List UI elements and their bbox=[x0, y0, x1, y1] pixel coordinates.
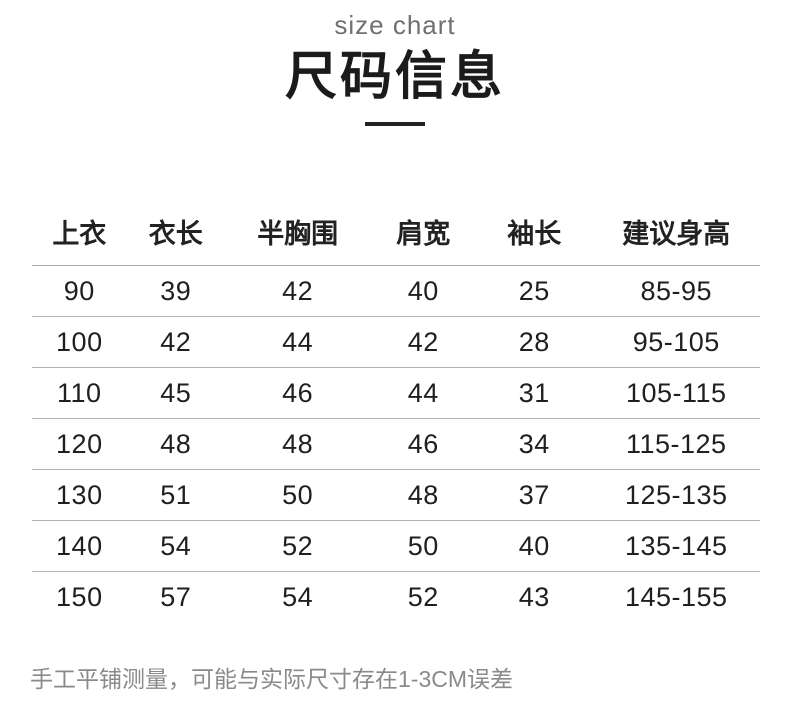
table-cell: 31 bbox=[476, 367, 593, 419]
size-table: 上衣 衣长 半胸围 肩宽 袖长 建议身高 90 39 42 40 25 85-95 100 42 44 42… bbox=[32, 198, 760, 622]
table-cell: 48 bbox=[126, 418, 225, 470]
table-row: 90 39 42 40 25 85-95 bbox=[32, 265, 760, 317]
table-row: 120 48 48 46 34 115-125 bbox=[32, 418, 760, 470]
table-cell: 54 bbox=[282, 581, 314, 612]
table-header-cell: 袖长 bbox=[476, 198, 593, 266]
table-cell: 57 bbox=[160, 581, 192, 612]
table-cell: 120 bbox=[32, 418, 127, 470]
table-cell: 34 bbox=[476, 418, 593, 470]
table-header-cell: 肩宽 bbox=[370, 198, 477, 266]
table-cell: 52 bbox=[224, 520, 371, 572]
table-cell: 44 bbox=[224, 316, 371, 368]
table-cell: 150 bbox=[56, 581, 103, 612]
table-cell: 125-135 bbox=[592, 469, 760, 521]
table-cell: 43 bbox=[518, 581, 550, 612]
table-cell: 46 bbox=[370, 418, 477, 470]
table-cell: 54 bbox=[126, 520, 225, 572]
table-cell: 42 bbox=[224, 265, 371, 317]
table-cell: 48 bbox=[224, 418, 371, 470]
table-cell: 90 bbox=[32, 265, 127, 317]
table-cell: 130 bbox=[32, 469, 127, 521]
table-cell: 48 bbox=[370, 469, 477, 521]
table-row: 150 57 54 52 43 145-155 bbox=[32, 572, 760, 623]
table-cell: 28 bbox=[476, 316, 593, 368]
page-header: size chart 尺码信息 bbox=[0, 0, 790, 126]
table-cell: 85-95 bbox=[592, 265, 760, 317]
table-cell: 40 bbox=[476, 520, 593, 572]
table-header-cell: 半胸围 bbox=[224, 198, 371, 266]
table-header-cell: 衣长 bbox=[126, 198, 225, 266]
table-cell: 25 bbox=[476, 265, 593, 317]
size-table-head: 上衣 衣长 半胸围 肩宽 袖长 建议身高 bbox=[32, 198, 760, 266]
table-cell: 51 bbox=[126, 469, 225, 521]
table-cell: 50 bbox=[370, 520, 477, 572]
table-cell: 145-155 bbox=[624, 581, 728, 612]
table-cell: 115-125 bbox=[592, 418, 760, 470]
page-title: 尺码信息 bbox=[284, 48, 505, 106]
table-row: 140 54 52 50 40 135-145 bbox=[32, 520, 760, 572]
table-row: 100 42 44 42 28 95-105 bbox=[32, 316, 760, 368]
table-header-cell: 建议身高 bbox=[592, 198, 760, 266]
table-cell: 110 bbox=[32, 367, 127, 419]
table-cell: 45 bbox=[126, 367, 225, 419]
size-table-body: 90 39 42 40 25 85-95 100 42 44 42 28 95-105 110 45 46 4… bbox=[32, 265, 760, 623]
table-header-row: 上衣 衣长 半胸围 肩宽 袖长 建议身高 bbox=[32, 198, 760, 266]
measurement-note: 手工平铺测量，可能与实际尺寸存在1-3CM误差 bbox=[30, 666, 514, 692]
table-cell: 52 bbox=[407, 581, 439, 612]
subtitle-size-chart: size chart bbox=[334, 10, 456, 40]
table-row: 130 51 50 48 37 125-135 bbox=[32, 469, 760, 521]
table-cell: 44 bbox=[370, 367, 477, 419]
title-underline bbox=[365, 122, 425, 126]
table-cell: 39 bbox=[126, 265, 225, 317]
table-cell: 100 bbox=[32, 316, 127, 368]
table-cell: 42 bbox=[126, 316, 225, 368]
table-row: 110 45 46 44 31 105-115 bbox=[32, 367, 760, 419]
table-header-cell: 上衣 bbox=[32, 198, 127, 266]
table-cell: 140 bbox=[32, 520, 127, 572]
table-cell: 95-105 bbox=[592, 316, 760, 368]
table-cell: 37 bbox=[476, 469, 593, 521]
table-cell: 42 bbox=[370, 316, 477, 368]
table-cell: 40 bbox=[370, 265, 477, 317]
table-cell: 135-145 bbox=[592, 520, 760, 572]
table-cell: 105-115 bbox=[592, 367, 760, 419]
table-cell: 50 bbox=[224, 469, 371, 521]
table-cell: 46 bbox=[224, 367, 371, 419]
